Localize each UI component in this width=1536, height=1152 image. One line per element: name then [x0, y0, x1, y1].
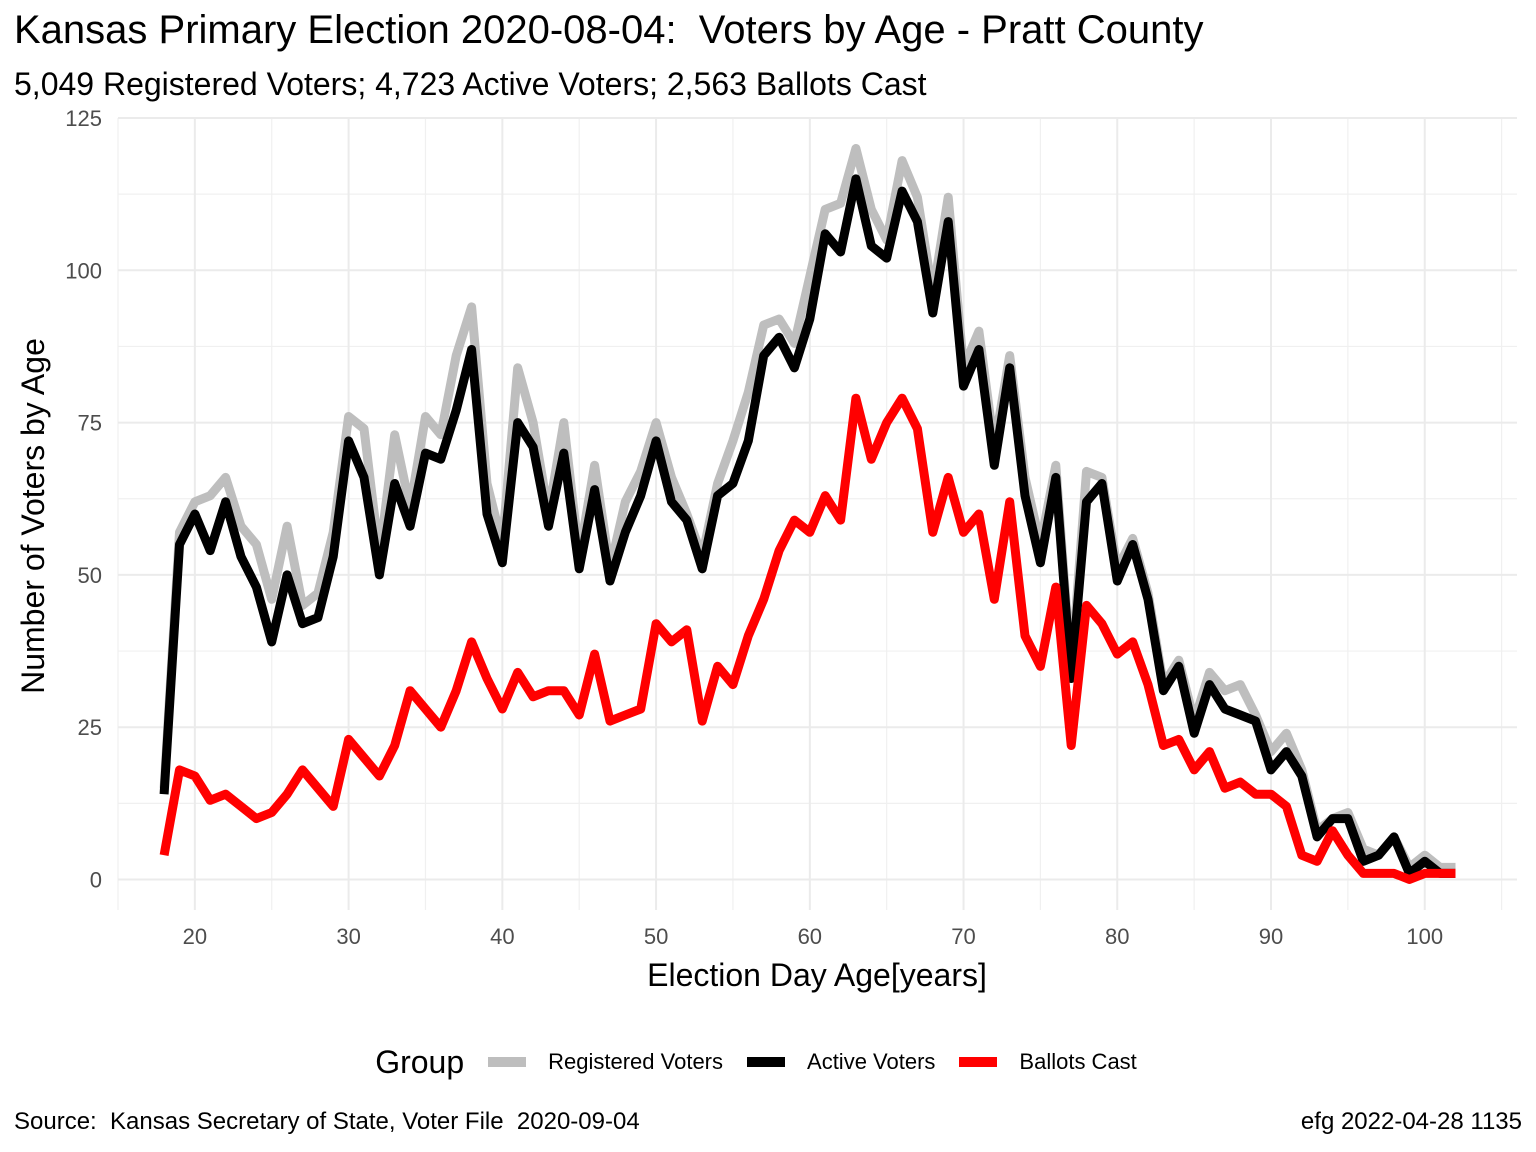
y-tick-label: 25: [78, 715, 102, 740]
legend-label-registered-voters: Registered Voters: [548, 1049, 724, 1074]
chart-title: Kansas Primary Election 2020-08-04: Vote…: [14, 8, 1204, 52]
y-tick-label: 0: [90, 868, 102, 893]
legend-label-active-voters: Active Voters: [807, 1049, 936, 1074]
y-axis-title: Number of Voters by Age: [15, 338, 51, 694]
minor-gridlines: [117, 118, 1517, 910]
legend-key-active-voters: [747, 1057, 786, 1067]
x-tick-label: 80: [1105, 924, 1129, 949]
author-caption: efg 2022-04-28 1135: [1300, 1108, 1522, 1135]
x-tick-label: 70: [951, 924, 975, 949]
legend-title: Group: [375, 1043, 465, 1080]
chart-subtitle: 5,049 Registered Voters; 4,723 Active Vo…: [14, 66, 927, 102]
y-tick-label: 125: [65, 106, 102, 131]
x-tick-label: 100: [1406, 924, 1443, 949]
y-tick-labels: 0 25 50 75 100 125: [65, 106, 102, 893]
legend-item-registered-voters: Registered Voters: [488, 1049, 723, 1075]
x-tick-labels: 20 30 40 50 60 70 80 90 100: [183, 924, 1443, 949]
x-tick-label: 50: [644, 924, 668, 949]
y-tick-label: 100: [65, 258, 102, 283]
legend-item-active-voters: Active Voters: [747, 1049, 935, 1075]
x-axis-title: Election Day Age[years]: [647, 957, 987, 993]
y-tick-label: 75: [78, 411, 102, 436]
legend-item-ballots-cast: Ballots Cast: [959, 1049, 1137, 1075]
y-tick-label: 50: [78, 563, 102, 588]
legend: Group Registered Voters Active Voters Ba…: [0, 1040, 1536, 1084]
x-tick-label: 30: [336, 924, 360, 949]
x-tick-label: 60: [798, 924, 822, 949]
legend-key-ballots-cast: [959, 1057, 998, 1067]
source-caption: Source: Kansas Secretary of State, Voter…: [14, 1108, 640, 1135]
line-chart: 20 30 40 50 60 70 80 90 100 0 25 50 75 100 125 Electi…: [15, 106, 1517, 993]
legend-key-registered-voters: [488, 1057, 527, 1067]
series-lines: [159, 144, 1456, 884]
x-tick-label: 20: [183, 924, 207, 949]
x-tick-label: 40: [490, 924, 514, 949]
series-line-active-voters: [159, 174, 1456, 878]
series-line-ballots-cast: [159, 393, 1456, 884]
legend-label-ballots-cast: Ballots Cast: [1019, 1049, 1137, 1074]
x-tick-label: 90: [1259, 924, 1283, 949]
